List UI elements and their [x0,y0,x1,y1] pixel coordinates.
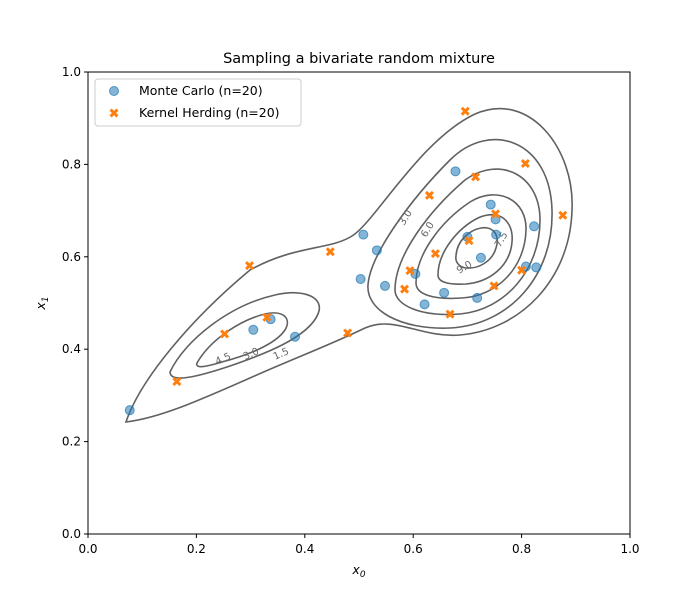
monte-carlo-point [290,331,301,342]
x-tick-label: 0.4 [295,542,314,556]
contour-level-1-5 [124,107,573,423]
plot-area [88,72,630,534]
kernel-herding-point [325,247,335,257]
monte-carlo-point [529,221,540,232]
contour-lines [124,107,573,423]
y-tick-label: 0.0 [62,527,81,541]
kernel-herding-point [460,106,470,116]
monte-carlo-point [355,273,366,284]
y-tick-label: 0.2 [62,435,81,449]
monte-carlo-point [358,229,369,240]
kernel-herding-point [430,249,440,259]
kernel-herding-point [405,266,415,276]
monte-carlo-point [419,299,430,310]
y-axis-ticks: 0.0 0.2 0.4 0.6 0.8 1.0 [62,65,88,541]
kernel-herding-point [491,209,501,219]
legend-marker-kernel-herding [109,108,119,118]
contour-level-6-0 [415,194,527,300]
x-tick-label: 0.8 [512,542,531,556]
monte-carlo-point [248,324,259,335]
x-tick-label: 1.0 [620,542,639,556]
contour-level-3-0-right [367,138,553,329]
kernel-herding-point [445,309,455,319]
monte-carlo-point [450,166,461,177]
kernel-herding-point [220,329,230,339]
y-tick-label: 0.4 [62,342,81,356]
x-axis-label: x0 [351,562,365,580]
monte-carlo-point [475,252,486,263]
contour-level-3-0-left [169,291,321,379]
monte-carlo-point [410,268,421,279]
axes-frame [87,71,631,535]
monte-carlo-point [485,199,496,210]
x-tick-label: 0.2 [187,542,206,556]
y-axis-label: x1 [33,296,51,310]
chart-title: Sampling a bivariate random mixture [223,51,495,67]
kernel-herding-point [489,281,499,291]
y-tick-label: 1.0 [62,65,81,79]
monte-carlo-point [124,405,135,416]
x-axis-ticks: 0.0 0.2 0.4 0.6 0.8 1.0 [78,534,640,556]
contour-level-9-0 [455,226,498,269]
legend-box [94,78,302,127]
series-kernel-herding [172,106,568,387]
contour-level-4-5-left [196,312,289,368]
monte-carlo-point [491,229,502,240]
y-axis-label-sub: 1 [41,296,51,302]
monte-carlo-point [380,280,391,291]
kernel-herding-point [471,172,481,182]
kernel-herding-point [520,158,530,168]
kernel-herding-point [262,312,272,322]
kernel-herding-point [517,265,527,275]
legend-marker-monte-carlo [109,86,119,96]
monte-carlo-point [531,262,542,273]
kernel-herding-point [343,328,353,338]
monte-carlo-point [371,245,382,256]
x-tick-label: 0.0 [78,542,97,556]
monte-carlo-point [472,292,483,303]
monte-carlo-point [439,287,450,298]
kernel-herding-point [424,190,434,200]
y-tick-label: 0.6 [62,250,81,264]
x-tick-label: 0.6 [404,542,423,556]
x-axis-label-sub: 0 [360,570,366,580]
y-tick-label: 0.8 [62,157,81,171]
kernel-herding-point [172,377,182,387]
kernel-herding-point [464,236,474,246]
kernel-herding-point [245,261,255,271]
legend: Monte Carlo (n=20) Kernel Herding (n=20) [94,78,302,127]
legend-label-kernel-herding: Kernel Herding (n=20) [139,105,280,120]
legend-label-monte-carlo: Monte Carlo (n=20) [139,83,263,98]
kernel-herding-point [558,210,568,220]
contour-level-7-5 [437,213,513,285]
kernel-herding-point [400,284,410,294]
contour-level-4-5-right [394,168,541,316]
series-monte-carlo [124,166,542,416]
